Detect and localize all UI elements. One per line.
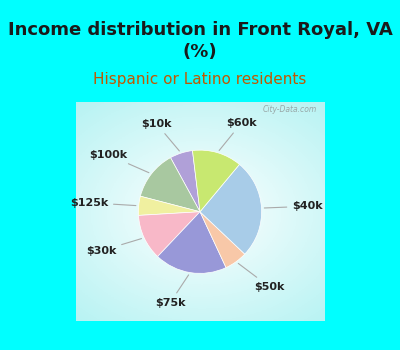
Text: $75k: $75k	[155, 275, 189, 308]
Text: $30k: $30k	[86, 239, 142, 256]
Text: $50k: $50k	[238, 264, 284, 292]
Wedge shape	[140, 158, 200, 212]
Text: $10k: $10k	[141, 119, 179, 151]
Text: Income distribution in Front Royal, VA
(%): Income distribution in Front Royal, VA (…	[8, 21, 392, 61]
Wedge shape	[200, 164, 262, 254]
Wedge shape	[138, 212, 200, 257]
Wedge shape	[192, 150, 240, 212]
Text: $125k: $125k	[70, 198, 136, 208]
Text: $100k: $100k	[89, 150, 149, 173]
Text: City-Data.com: City-Data.com	[262, 105, 317, 114]
Wedge shape	[200, 212, 245, 268]
Wedge shape	[158, 212, 226, 273]
Text: $40k: $40k	[264, 201, 323, 211]
Wedge shape	[170, 150, 200, 212]
Text: Hispanic or Latino residents: Hispanic or Latino residents	[93, 72, 307, 87]
Text: $60k: $60k	[219, 118, 257, 150]
Wedge shape	[138, 196, 200, 215]
